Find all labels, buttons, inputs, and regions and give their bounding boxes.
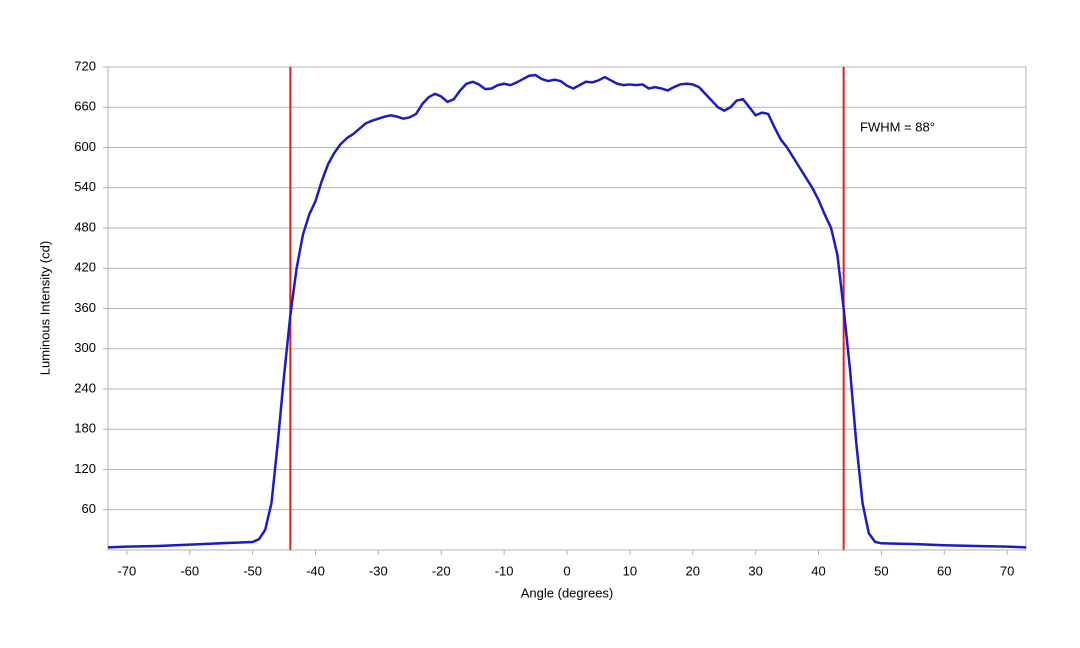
y-tick-label: 420 — [74, 260, 96, 275]
y-tick-label: 720 — [74, 58, 96, 73]
x-tick-label: -60 — [180, 563, 199, 578]
x-tick-label: 40 — [811, 563, 825, 578]
data-line — [107, 73, 1027, 549]
x-tick-label: -40 — [306, 563, 325, 578]
y-tick-label: 180 — [74, 421, 96, 436]
x-tick-label: 10 — [623, 563, 637, 578]
x-axis-label: Angle (degrees) — [521, 585, 614, 600]
x-tick-label: 70 — [1000, 563, 1014, 578]
y-axis-label: Luminous Intensity (cd) — [37, 241, 52, 375]
y-tick-label: 60 — [82, 501, 96, 516]
y-tick-label: 360 — [74, 300, 96, 315]
x-tick-label: 50 — [874, 563, 888, 578]
y-tick-label: 540 — [74, 179, 96, 194]
y-tick-label: 600 — [74, 139, 96, 154]
x-tick-label: 0 — [563, 563, 570, 578]
y-tick-label: 300 — [74, 340, 96, 355]
x-tick-label: 30 — [748, 563, 762, 578]
x-tick-label: -50 — [243, 563, 262, 578]
y-tick-label: 120 — [74, 461, 96, 476]
x-tick-label: 60 — [937, 563, 951, 578]
x-tick-label: -70 — [117, 563, 136, 578]
y-tick-label: 240 — [74, 380, 96, 395]
x-tick-label: -20 — [432, 563, 451, 578]
y-tick-label: 480 — [74, 219, 96, 234]
annotation: FWHM = 88° — [860, 119, 935, 134]
x-tick-label: 20 — [686, 563, 700, 578]
x-tick-label: -10 — [495, 563, 514, 578]
y-tick-label: 660 — [74, 99, 96, 114]
x-tick-label: -30 — [369, 563, 388, 578]
